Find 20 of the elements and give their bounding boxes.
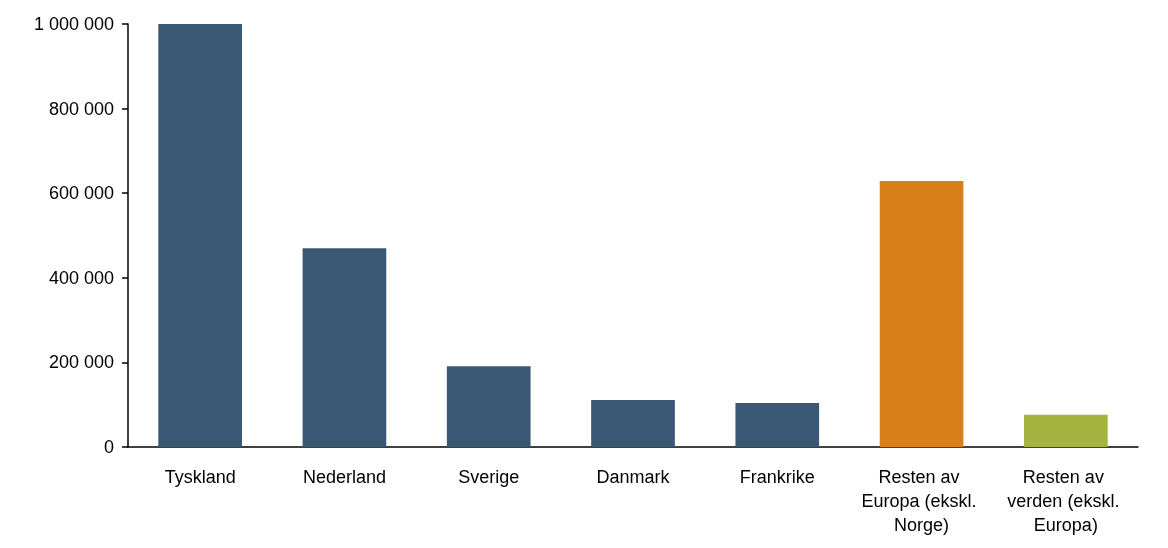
y-tick-label: 200 000 <box>48 352 114 373</box>
bar <box>735 403 820 447</box>
y-tick-label: 1 000 000 <box>33 14 114 34</box>
x-tick-label: Danmark <box>596 467 671 487</box>
x-tick-label: Nederland <box>302 467 386 487</box>
y-tick-label: 600 000 <box>48 183 114 204</box>
bar <box>879 180 964 447</box>
bar <box>1024 414 1108 447</box>
x-tick-label: Resten av Europa (ekskl. Norge) <box>861 467 982 535</box>
x-tick-label: Tyskland <box>164 467 236 487</box>
y-tick-label: 400 000 <box>48 267 114 288</box>
bar <box>158 24 242 447</box>
bar <box>591 400 675 447</box>
x-tick-label: Frankrike <box>739 467 815 487</box>
x-tick-label: Sverige <box>458 467 520 487</box>
bar <box>302 248 387 447</box>
x-tick-label: Resten av verden (ekskl. Europa) <box>1007 467 1125 535</box>
y-tick-label: 800 000 <box>48 98 114 119</box>
bar <box>446 366 531 447</box>
y-tick-label: 0 <box>103 437 114 457</box>
